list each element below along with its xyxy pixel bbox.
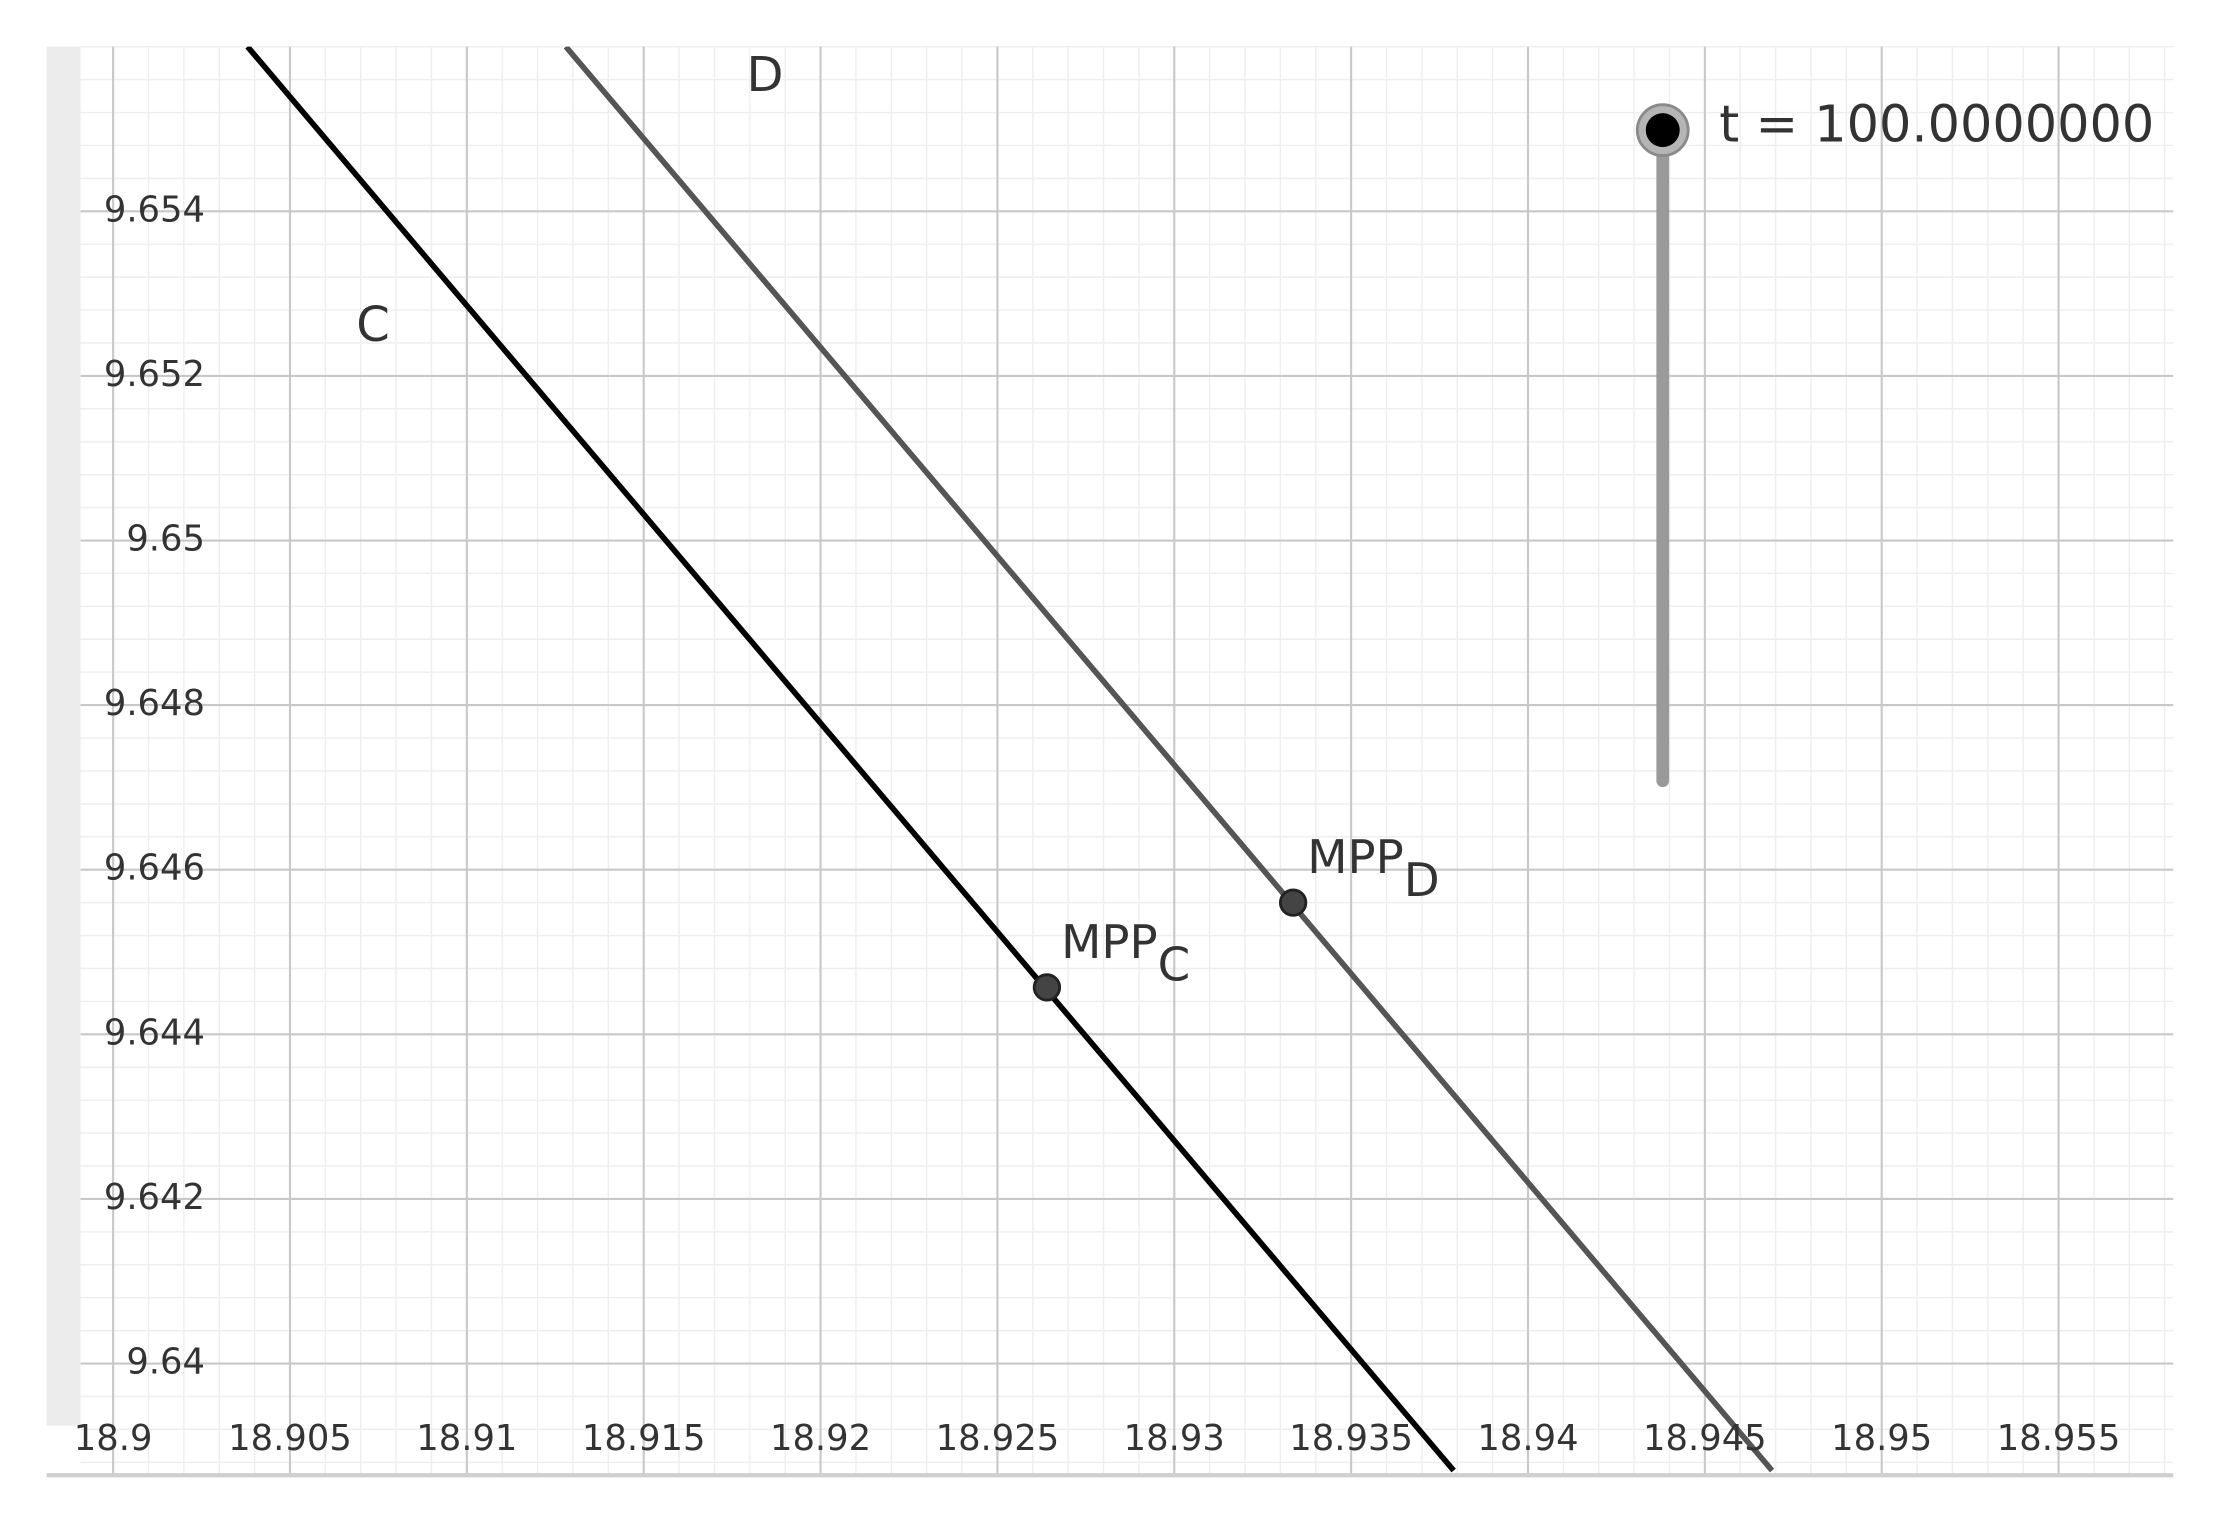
x-tick-label: 18.95	[1831, 1418, 1932, 1459]
point	[1278, 888, 1308, 917]
slider-label: t = 100.0000000	[1719, 95, 2154, 154]
x-tick-label: 18.91	[416, 1418, 517, 1459]
y-tick-label: 9.646	[104, 848, 205, 889]
side-strip	[46, 46, 81, 1426]
tick-labels: 18.9 18.905 18.91 18.915 18.92 18.925 18.93 18.…	[74, 189, 2121, 1459]
x-tick-label: 18.955	[1997, 1418, 2121, 1459]
x-tick-label: 18.925	[936, 1418, 1060, 1459]
slider[interactable]: t = 100.0000000	[1635, 95, 2154, 788]
y-tick-label: 9.644	[104, 1012, 205, 1053]
lines	[245, 46, 1775, 1473]
y-tick-label: 9.654	[104, 189, 205, 230]
point	[1032, 973, 1062, 1002]
line-label: D	[747, 47, 784, 103]
y-tick-label: 9.648	[104, 683, 205, 724]
x-tick-label: 18.945	[1643, 1418, 1767, 1459]
x-tick-label: 18.93	[1124, 1418, 1225, 1459]
point-label-name: MPP	[1307, 831, 1404, 885]
point-label-subscript: D	[1404, 853, 1440, 907]
x-tick-label: 18.935	[1289, 1418, 1413, 1459]
point-label: MPPC	[1061, 915, 1190, 992]
x-tick-label: 18.92	[770, 1418, 871, 1459]
x-tick-label: 18.94	[1477, 1418, 1578, 1459]
line	[563, 46, 1775, 1473]
line-label: C	[356, 297, 390, 353]
point-label-subscript: C	[1158, 938, 1191, 992]
line	[245, 46, 1456, 1473]
y-tick-label: 9.65	[126, 518, 205, 559]
y-tick-label: 9.652	[104, 354, 205, 395]
y-tick-label: 9.64	[126, 1342, 205, 1383]
slider-knob[interactable]	[1645, 113, 1680, 148]
x-tick-label: 18.9	[74, 1418, 153, 1459]
point-label: MPPD	[1307, 831, 1439, 908]
x-tick-label: 18.905	[228, 1418, 352, 1459]
y-tick-label: 9.642	[104, 1177, 205, 1218]
point-label-name: MPP	[1061, 915, 1158, 969]
x-tick-label: 18.915	[582, 1418, 706, 1459]
